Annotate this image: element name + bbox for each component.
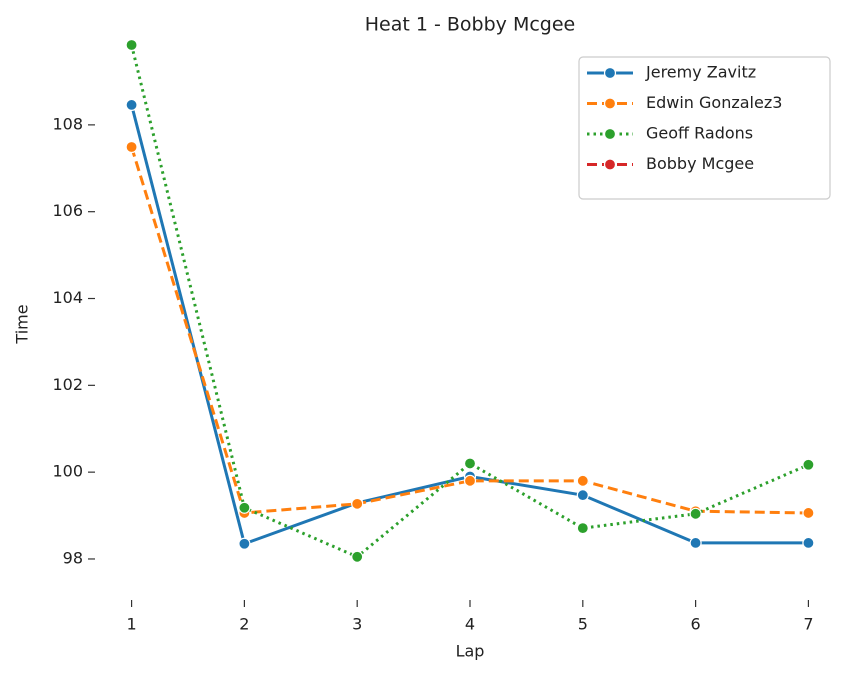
x-tick-label: 3: [352, 615, 362, 634]
x-tick-label: 4: [465, 615, 475, 634]
point: [802, 536, 815, 550]
legend-label: Edwin Gonzalez3: [646, 93, 782, 112]
x-tick-label: 5: [578, 615, 588, 634]
point: [125, 38, 138, 52]
x-tick-label: 2: [239, 615, 249, 634]
x-axis-label: Lap: [456, 642, 485, 661]
legend-marker: [603, 127, 617, 141]
x-tick-label: 1: [126, 615, 136, 634]
point: [463, 457, 477, 470]
legend-label: Bobby Mcgee: [646, 154, 754, 173]
point: [802, 506, 815, 520]
point: [238, 537, 251, 550]
point: [576, 489, 589, 502]
point: [802, 458, 815, 471]
y-tick-label: 102: [52, 375, 83, 394]
y-tick-label: 98: [63, 548, 83, 567]
legend-box: [578, 56, 831, 200]
point: [689, 536, 702, 550]
point: [351, 497, 364, 510]
legend-label: Geoff Radons: [646, 124, 753, 143]
y-tick-label: 106: [52, 201, 83, 220]
point: [689, 507, 702, 520]
x-tick-label: 7: [803, 615, 813, 634]
y-tick-label: 100: [52, 462, 83, 481]
y-axis-label: Time: [13, 304, 32, 344]
point: [238, 501, 251, 514]
legend-marker: [603, 158, 617, 171]
legend-label: Jeremy Zavitz: [645, 63, 756, 82]
point: [125, 98, 138, 112]
legend: Jeremy Zavitz Edwin Gonzalez3 Geoff Radons…: [578, 56, 831, 200]
point: [351, 550, 364, 563]
point: [463, 474, 477, 487]
chart-title: Heat 1 - Bobby Mcgee: [365, 14, 575, 36]
legend-marker: [603, 97, 617, 110]
legend-marker: [603, 66, 617, 80]
point: [576, 474, 589, 487]
point: [576, 522, 589, 535]
point: [125, 140, 138, 154]
y-tick-label: 108: [52, 114, 83, 133]
y-tick-label: 104: [52, 288, 83, 307]
x-tick-label: 6: [691, 615, 701, 634]
